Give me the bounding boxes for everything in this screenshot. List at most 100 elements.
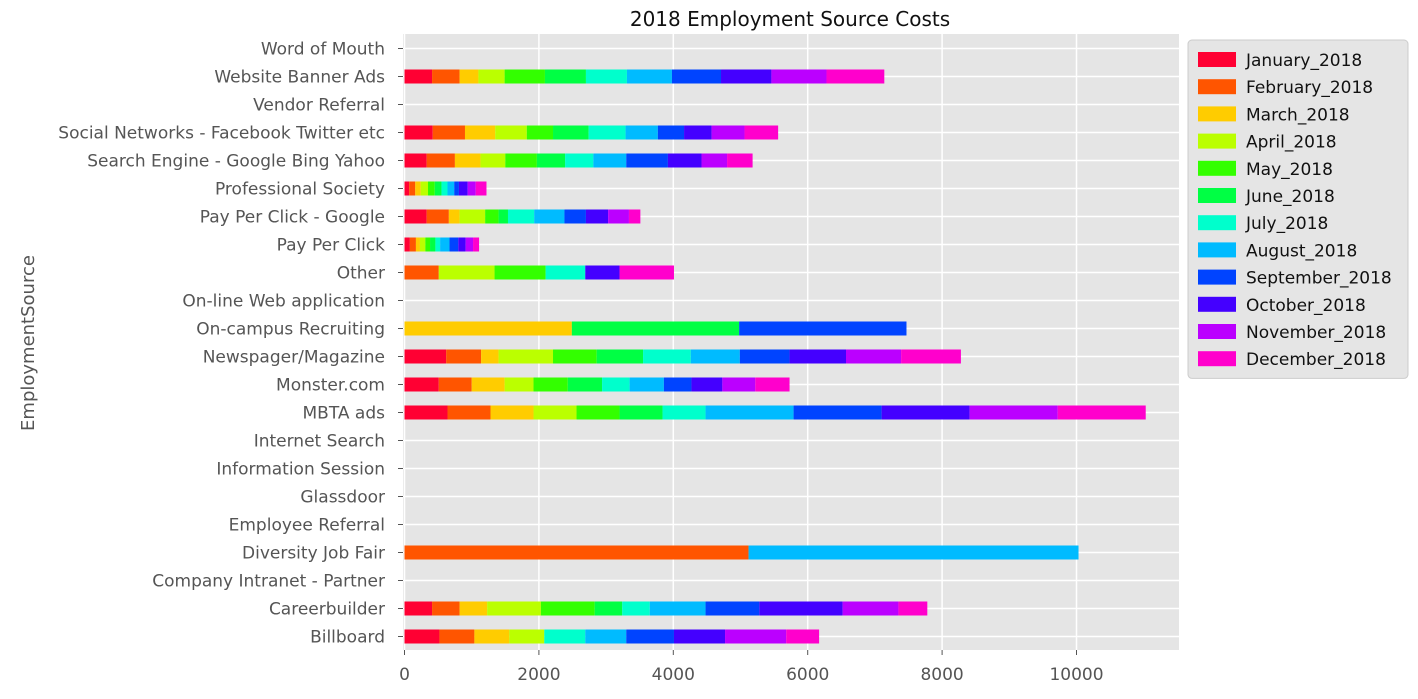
chart-title: 2018 Employment Source Costs: [630, 7, 950, 31]
bar-16-8: [454, 181, 459, 196]
bar-15-10: [608, 209, 629, 224]
y-tick-label-13: Other: [337, 264, 385, 284]
bar-1-1: [432, 601, 460, 616]
legend-swatch-2: [1198, 106, 1236, 122]
bar-18-11: [744, 125, 779, 140]
bar-13-11: [619, 265, 674, 280]
bar-1-10: [842, 601, 899, 616]
legend-label-9: October_2018: [1246, 296, 1366, 316]
bar-9-4: [533, 377, 568, 392]
bar-14-3: [419, 237, 426, 252]
bar-13-9: [585, 265, 620, 280]
bar-14-5: [430, 237, 436, 252]
bar-9-10: [722, 377, 756, 392]
bar-8-9: [881, 405, 970, 420]
y-tick-label-17: Search Engine - Google Bing Yahoo: [87, 152, 385, 172]
legend-label-3: April_2018: [1246, 133, 1337, 153]
bar-10-9: [789, 349, 847, 364]
bar-20-2: [459, 69, 479, 84]
bar-15-1: [426, 209, 449, 224]
bar-18-0: [404, 125, 433, 140]
bar-17-10: [701, 153, 728, 168]
bar-13-4: [494, 265, 546, 280]
bar-9-11: [755, 377, 790, 392]
legend-swatch-10: [1198, 324, 1236, 339]
bar-20-3: [478, 69, 505, 84]
bar-20-11: [826, 69, 885, 84]
y-tick-label-16: Professional Society: [215, 180, 385, 200]
bar-13-1: [404, 265, 439, 280]
bar-9-1: [438, 377, 472, 392]
legend-label-2: March_2018: [1246, 105, 1350, 125]
bar-20-8: [671, 69, 722, 84]
bar-17-2: [454, 153, 481, 168]
legend-label-11: December_2018: [1246, 350, 1386, 370]
bar-9-6: [602, 377, 630, 392]
bar-1-9: [759, 601, 843, 616]
bar-16-6: [441, 181, 448, 196]
bar-9-7: [629, 377, 664, 392]
bar-1-11: [898, 601, 928, 616]
legend-label-10: November_2018: [1246, 323, 1386, 343]
bar-18-10: [711, 125, 745, 140]
legend-label-7: August_2018: [1246, 241, 1357, 261]
bar-16-5: [434, 181, 442, 196]
y-tick-label-18: Social Networks - Facebook Twitter etc: [58, 124, 385, 144]
bar-20-5: [544, 69, 586, 84]
bar-10-11: [901, 349, 961, 364]
bar-10-6: [643, 349, 691, 364]
bar-3-7: [748, 545, 1079, 560]
bar-8-11: [1057, 405, 1146, 420]
bar-8-1: [447, 405, 491, 420]
y-tick-label-15: Pay Per Click - Google: [200, 208, 385, 228]
legend: January_2018 February_2018 March_2018 April…: [1187, 39, 1409, 379]
bar-18-6: [588, 125, 626, 140]
x-tick-label-3: 6000: [786, 665, 829, 685]
bar-1-8: [705, 601, 760, 616]
bar-20-7: [626, 69, 672, 84]
bar-1-6: [622, 601, 650, 616]
bar-16-9: [458, 181, 468, 196]
bar-15-9: [585, 209, 609, 224]
bar-0-6: [544, 629, 586, 644]
bar-16-3: [420, 181, 429, 196]
y-tick-label-20: Website Banner Ads: [214, 68, 385, 88]
x-tick-label-1: 2000: [517, 665, 560, 685]
bar-17-7: [593, 153, 627, 168]
bar-0-2: [474, 629, 510, 644]
bar-16-0: [404, 181, 410, 196]
bar-8-2: [490, 405, 534, 420]
bar-1-5: [594, 601, 623, 616]
bar-0-7: [585, 629, 627, 644]
bar-10-2: [481, 349, 499, 364]
bar-17-0: [404, 153, 427, 168]
bar-16-7: [447, 181, 455, 196]
y-tick-label-6: Information Session: [216, 460, 385, 480]
bar-11-8: [739, 321, 907, 336]
y-tick-label-9: Monster.com: [276, 376, 385, 396]
bar-15-11: [628, 209, 641, 224]
bar-18-7: [625, 125, 658, 140]
bar-17-9: [667, 153, 702, 168]
bar-14-1: [409, 237, 416, 252]
bar-15-5: [498, 209, 508, 224]
y-tick-label-3: Diversity Job Fair: [242, 544, 385, 564]
bar-10-7: [690, 349, 740, 364]
bar-18-4: [526, 125, 554, 140]
bar-10-4: [553, 349, 597, 364]
bar-9-3: [504, 377, 534, 392]
bar-11-5: [571, 321, 740, 336]
bar-20-10: [771, 69, 827, 84]
bar-1-7: [649, 601, 706, 616]
bar-15-8: [564, 209, 586, 224]
bar-9-0: [404, 377, 439, 392]
bar-1-0: [404, 601, 433, 616]
y-tick-label-19: Vendor Referral: [253, 96, 385, 116]
bar-17-8: [626, 153, 668, 168]
bar-3-1: [404, 545, 749, 560]
x-axis-tick-labels: 0 2000 4000 6000 8000 10000: [399, 650, 1104, 685]
bar-0-9: [673, 629, 726, 644]
bar-0-3: [509, 629, 545, 644]
